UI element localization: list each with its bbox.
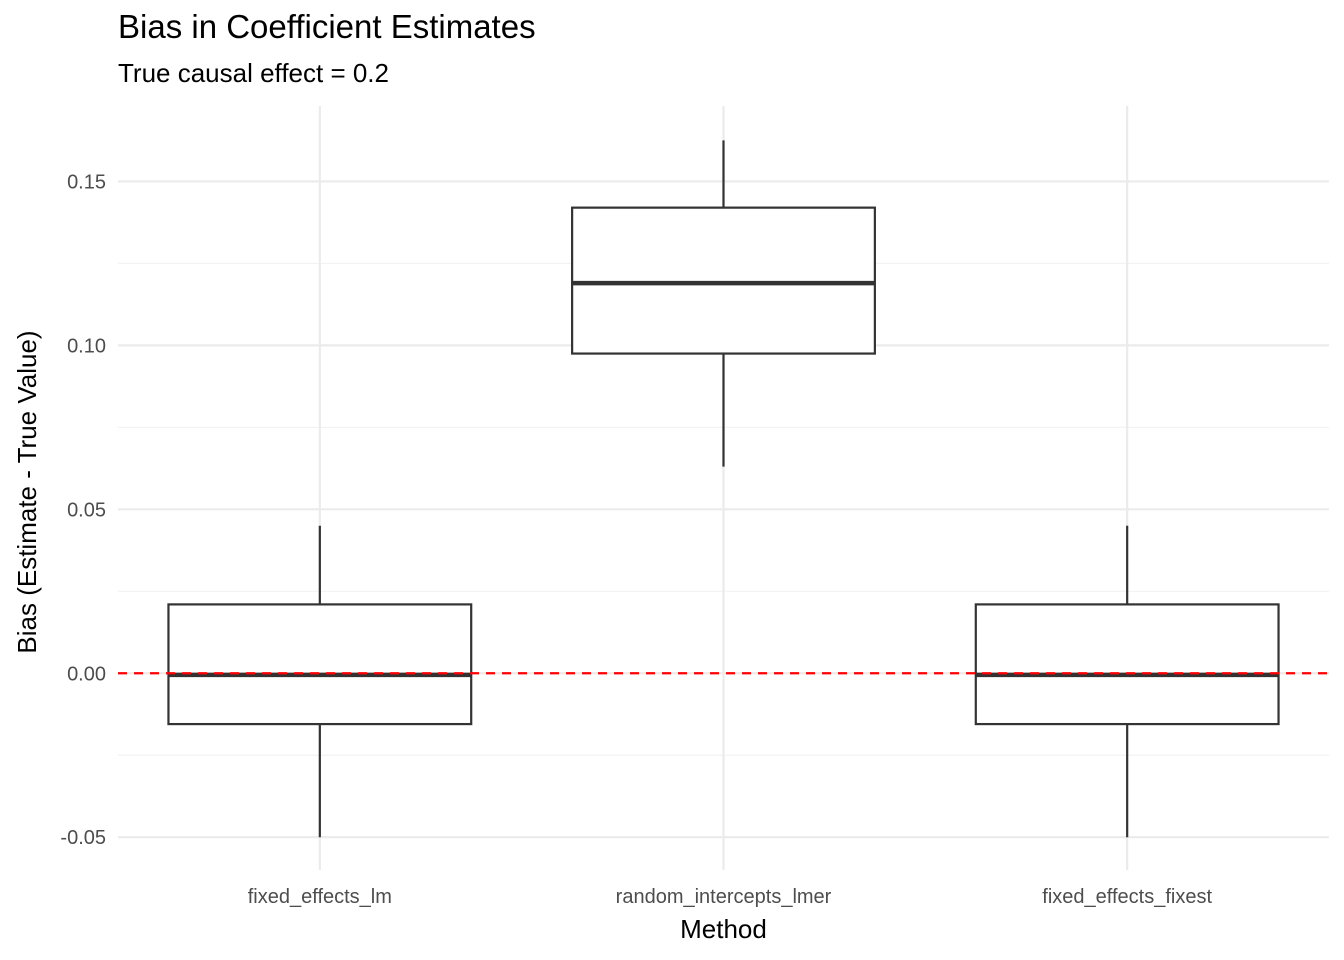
box-iqr bbox=[974, 603, 1280, 726]
y-axis-ticks: -0.05 0.00 0.05 0.10 0.15 bbox=[60, 171, 106, 849]
x-axis-ticks: fixed_effects_lm random_intercepts_lmer fi… bbox=[248, 886, 1213, 908]
chart-subtitle: True causal effect = 0.2 bbox=[118, 58, 389, 88]
y-tick-label: 0.10 bbox=[67, 335, 106, 357]
y-axis-title: Bias (Estimate - True Value) bbox=[12, 330, 42, 653]
boxplot-fixed_effects_fixest bbox=[974, 525, 1280, 838]
chart-title: Bias in Coefficient Estimates bbox=[118, 8, 536, 45]
x-tick-label: fixed_effects_lm bbox=[248, 886, 392, 908]
y-tick-label: 0.15 bbox=[67, 171, 106, 193]
box-iqr bbox=[167, 603, 473, 726]
x-tick-label: random_intercepts_lmer bbox=[616, 886, 832, 908]
y-tick-label: -0.05 bbox=[60, 827, 106, 849]
boxplot-fixed_effects_lm bbox=[167, 525, 473, 838]
x-tick-label: fixed_effects_fixest bbox=[1042, 886, 1212, 908]
box-iqr bbox=[571, 206, 876, 355]
boxplot-random_intercepts_lmer bbox=[571, 140, 876, 467]
x-axis-title: Method bbox=[680, 914, 767, 944]
boxplots bbox=[167, 140, 1280, 838]
y-tick-label: 0.00 bbox=[67, 663, 106, 685]
y-tick-label: 0.05 bbox=[67, 499, 106, 521]
